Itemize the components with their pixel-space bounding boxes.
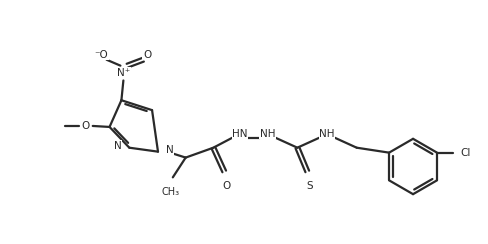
Text: O: O	[81, 121, 90, 131]
Text: N⁺: N⁺	[117, 68, 130, 78]
Text: ⁻O: ⁻O	[95, 50, 108, 60]
Text: S: S	[306, 181, 312, 191]
Text: O: O	[222, 181, 230, 191]
Text: N: N	[114, 141, 122, 151]
Text: O: O	[143, 50, 151, 60]
Text: HN: HN	[232, 129, 248, 139]
Text: NH: NH	[260, 129, 276, 139]
Text: NH: NH	[319, 129, 335, 139]
Text: N: N	[166, 145, 174, 155]
Text: Cl: Cl	[461, 148, 471, 158]
Text: CH₃: CH₃	[162, 187, 180, 197]
